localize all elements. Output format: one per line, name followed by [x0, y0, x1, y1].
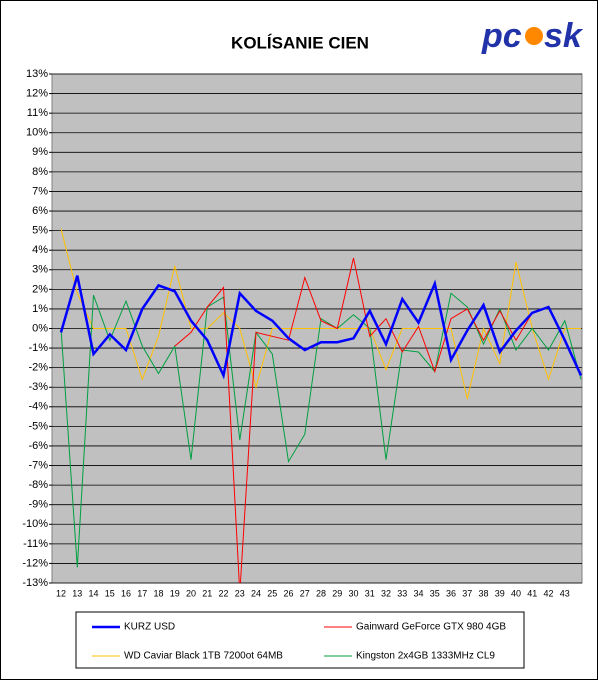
y-tick-label: -13% — [22, 577, 48, 589]
y-tick-label: 0% — [32, 322, 48, 334]
y-tick-label: 3% — [32, 264, 48, 276]
x-tick-label: 18 — [153, 588, 163, 598]
y-tick-label: 11% — [27, 107, 48, 119]
series-line — [59, 275, 582, 380]
x-tick-label: 13 — [72, 588, 82, 598]
legend-label: Kingston 2x4GB 1333MHz CL9 — [356, 651, 495, 662]
x-tick-label: 19 — [170, 588, 180, 598]
x-tick-label: 42 — [543, 588, 553, 598]
y-tick-label: 7% — [32, 185, 48, 197]
y-tick-label: -7% — [28, 459, 48, 471]
y-tick-label: 13% — [26, 68, 48, 80]
x-tick-label: 40 — [511, 588, 521, 598]
x-tick-label: 27 — [300, 588, 310, 598]
x-tick-label: 25 — [267, 588, 277, 598]
y-tick-label: 10% — [26, 127, 48, 139]
y-tick-label: -8% — [28, 479, 48, 491]
y-tick-label: -11% — [23, 538, 48, 550]
x-tick-label: 38 — [478, 588, 488, 598]
legend-box — [75, 611, 525, 669]
series-line — [60, 228, 581, 400]
x-tick-label: 39 — [495, 588, 505, 598]
x-tick-label: 23 — [235, 588, 245, 598]
y-tick-label: 4% — [32, 244, 48, 256]
y-tick-label: 6% — [32, 205, 48, 217]
y-tick-label: -12% — [22, 557, 48, 569]
x-tick-label: 15 — [105, 588, 115, 598]
x-tick-label: 20 — [186, 588, 196, 598]
y-tick-label: -6% — [28, 440, 48, 452]
y-tick-label: -3% — [28, 381, 48, 393]
legend-label: Gainward GeForce GTX 980 4GB — [356, 622, 506, 633]
x-tick-label: 35 — [430, 588, 440, 598]
logo-text: pc — [481, 17, 522, 55]
logo-flame — [525, 27, 543, 45]
legend-label: KURZ USD — [124, 622, 175, 633]
x-tick-label: 36 — [446, 588, 456, 598]
x-tick-label: 29 — [332, 588, 342, 598]
y-tick-label: 5% — [32, 225, 48, 237]
x-tick-label: 17 — [137, 588, 147, 598]
series-line — [174, 257, 533, 583]
y-tick-label: 1% — [32, 303, 48, 315]
x-tick-label: 30 — [348, 588, 358, 598]
y-tick-label: 9% — [32, 146, 48, 158]
y-tick-label: 2% — [32, 283, 48, 295]
x-tick-label: 41 — [527, 588, 537, 598]
x-tick-label: 16 — [121, 588, 131, 598]
x-tick-label: 22 — [218, 588, 228, 598]
x-tick-label: 37 — [462, 588, 472, 598]
x-tick-label: 43 — [560, 588, 570, 598]
x-tick-label: 26 — [283, 588, 293, 598]
x-tick-label: 21 — [202, 588, 212, 598]
y-tick-label: -1% — [28, 342, 48, 354]
y-tick-label: 12% — [26, 87, 48, 99]
y-tick-label: -5% — [28, 420, 48, 432]
x-tick-label: 12 — [56, 588, 66, 598]
x-tick-label: 28 — [316, 588, 326, 598]
x-tick-label: 32 — [381, 588, 391, 598]
x-tick-label: 34 — [413, 588, 423, 598]
y-tick-label: 8% — [32, 166, 48, 178]
x-tick-label: 33 — [397, 588, 407, 598]
x-tick-label: 31 — [365, 588, 375, 598]
y-tick-label: -10% — [22, 518, 48, 530]
chart-title: KOLÍSANIE CIEN — [231, 33, 369, 52]
logo-text: sk — [544, 17, 584, 55]
y-tick-label: -4% — [28, 401, 48, 413]
x-tick-label: 14 — [88, 588, 98, 598]
logo: pc sk — [481, 17, 584, 55]
legend-label: WD Caviar Black 1TB 7200ot 64MB — [124, 651, 283, 662]
y-tick-label: -2% — [28, 362, 48, 374]
y-tick-label: -9% — [28, 499, 48, 511]
x-tick-label: 24 — [251, 588, 261, 598]
